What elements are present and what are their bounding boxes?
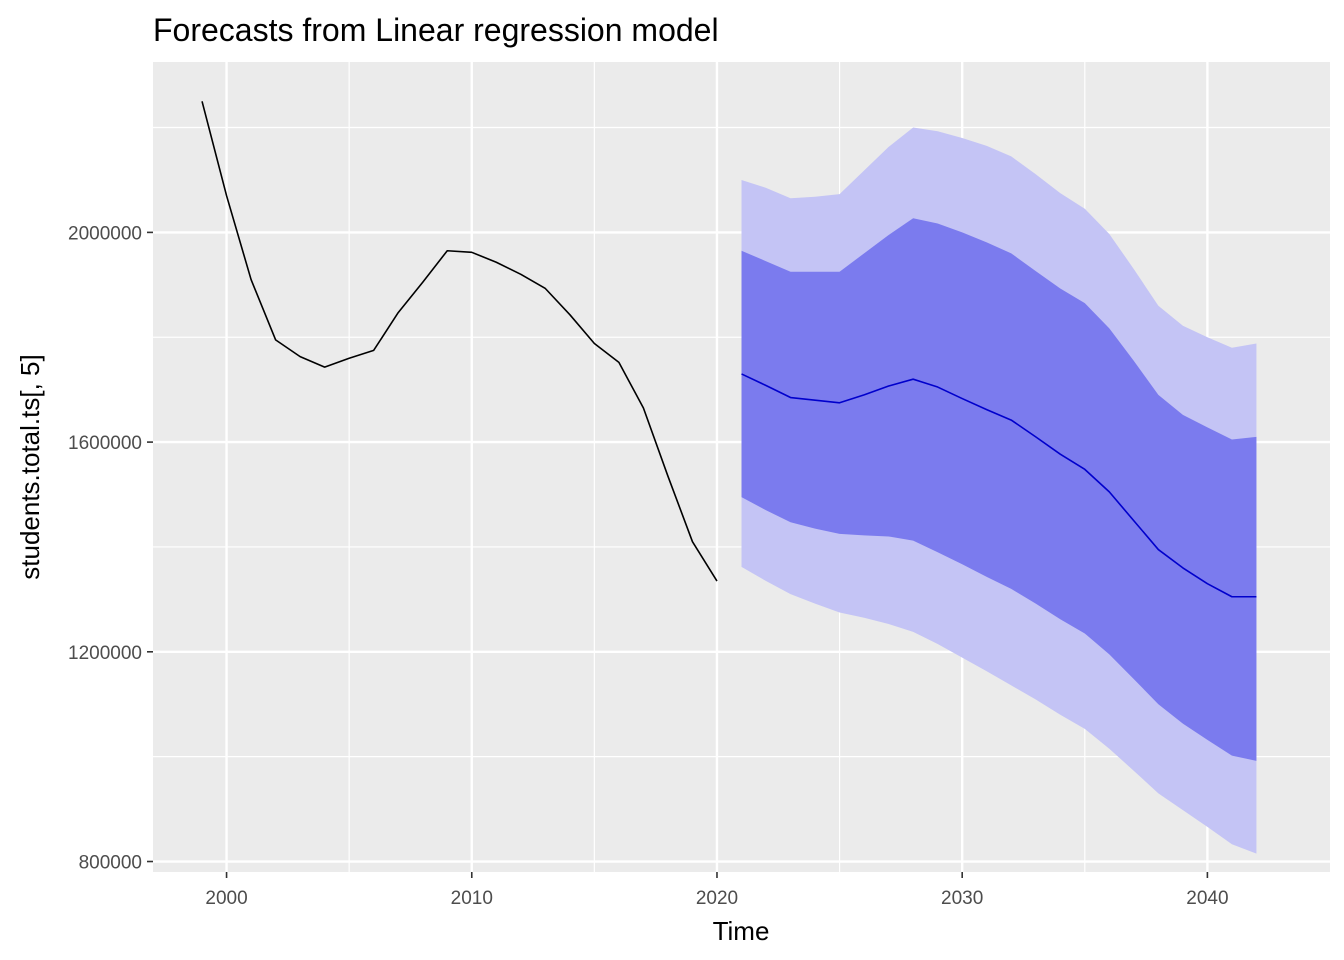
x-tick-label: 2040	[1186, 888, 1228, 909]
y-tick-label: 1600000	[68, 433, 142, 454]
x-tick-label: 2010	[451, 888, 493, 909]
y-axis-title: students.total.ts[, 5]	[15, 354, 45, 579]
series-lines	[201, 101, 1257, 598]
y-tick-label: 2000000	[68, 223, 142, 244]
x-tick-label: 2000	[205, 888, 247, 909]
band-80	[741, 218, 1257, 761]
x-axis: 2000 2010 2020 2030 2040	[205, 872, 1229, 909]
y-tick-label: 1200000	[68, 643, 142, 664]
y-axis: 800000 1200000 1600000 2000000	[68, 223, 153, 874]
y-tick-label: 800000	[79, 853, 142, 874]
chart-title: Forecasts from Linear regression model	[153, 12, 719, 48]
prediction-intervals	[741, 127, 1257, 854]
x-axis-title: Time	[713, 916, 770, 946]
history-line	[201, 101, 718, 582]
x-tick-label: 2020	[696, 888, 738, 909]
forecast-mean-line	[741, 373, 1257, 598]
x-tick-label: 2030	[941, 888, 983, 909]
